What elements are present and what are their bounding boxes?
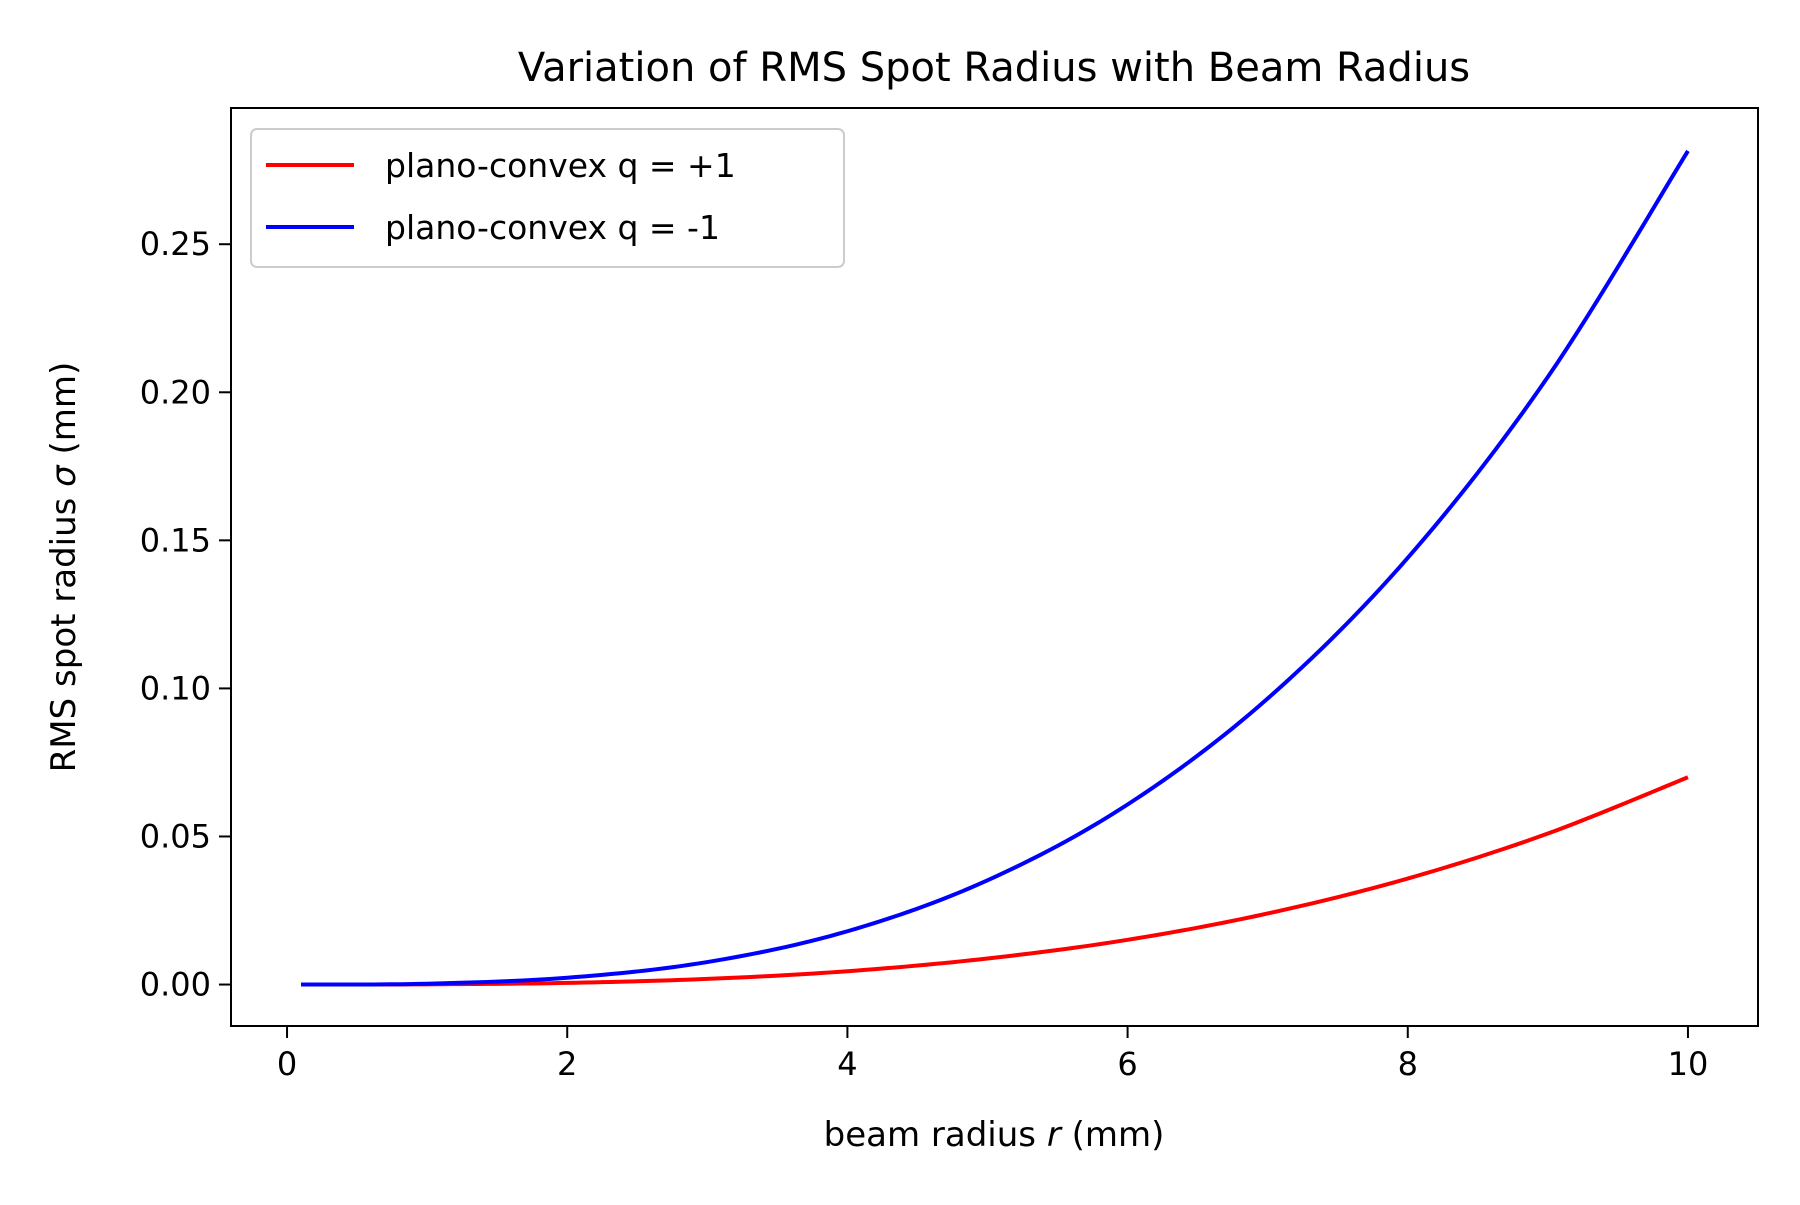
x-tick-label: 4 [837, 1045, 857, 1083]
legend-box [250, 128, 845, 268]
y-tick-label: 0.20 [140, 373, 211, 411]
chart-title: Variation of RMS Spot Radius with Beam R… [518, 45, 1470, 91]
y-tick-label: 0.10 [140, 669, 211, 707]
x-tick-label: 6 [1117, 1045, 1137, 1083]
y-axis-ticks: 0.00 0.05 0.10 0.15 0.20 0.25 [140, 225, 231, 1004]
y-tick-label: 0.05 [140, 817, 211, 855]
x-tick-label: 10 [1668, 1045, 1709, 1083]
y-tick-label: 0.00 [140, 966, 211, 1004]
x-axis-label: beam radius r (mm) [824, 1115, 1165, 1155]
x-tick-label: 2 [557, 1045, 577, 1083]
x-tick-label: 8 [1398, 1045, 1418, 1083]
legend-label-q-plus-1: plano-convex q = +1 [385, 146, 736, 185]
legend: plano-convex q = +1 plano-convex q = -1 [250, 128, 845, 268]
legend-label-q-minus-1: plano-convex q = -1 [385, 208, 720, 247]
plot-area-frame [230, 107, 1759, 1027]
series-line-q-plus-1 [301, 775, 1689, 987]
y-axis-label: RMS spot radius σ (mm) [44, 362, 84, 773]
y-tick-label: 0.15 [140, 521, 211, 559]
series-layer [301, 149, 1690, 987]
x-axis-ticks: 0 2 4 6 8 10 [277, 1026, 1708, 1083]
y-tick-label: 0.25 [140, 225, 211, 263]
series-line-q-minus-1 [301, 149, 1690, 987]
x-tick-label: 0 [277, 1045, 297, 1083]
